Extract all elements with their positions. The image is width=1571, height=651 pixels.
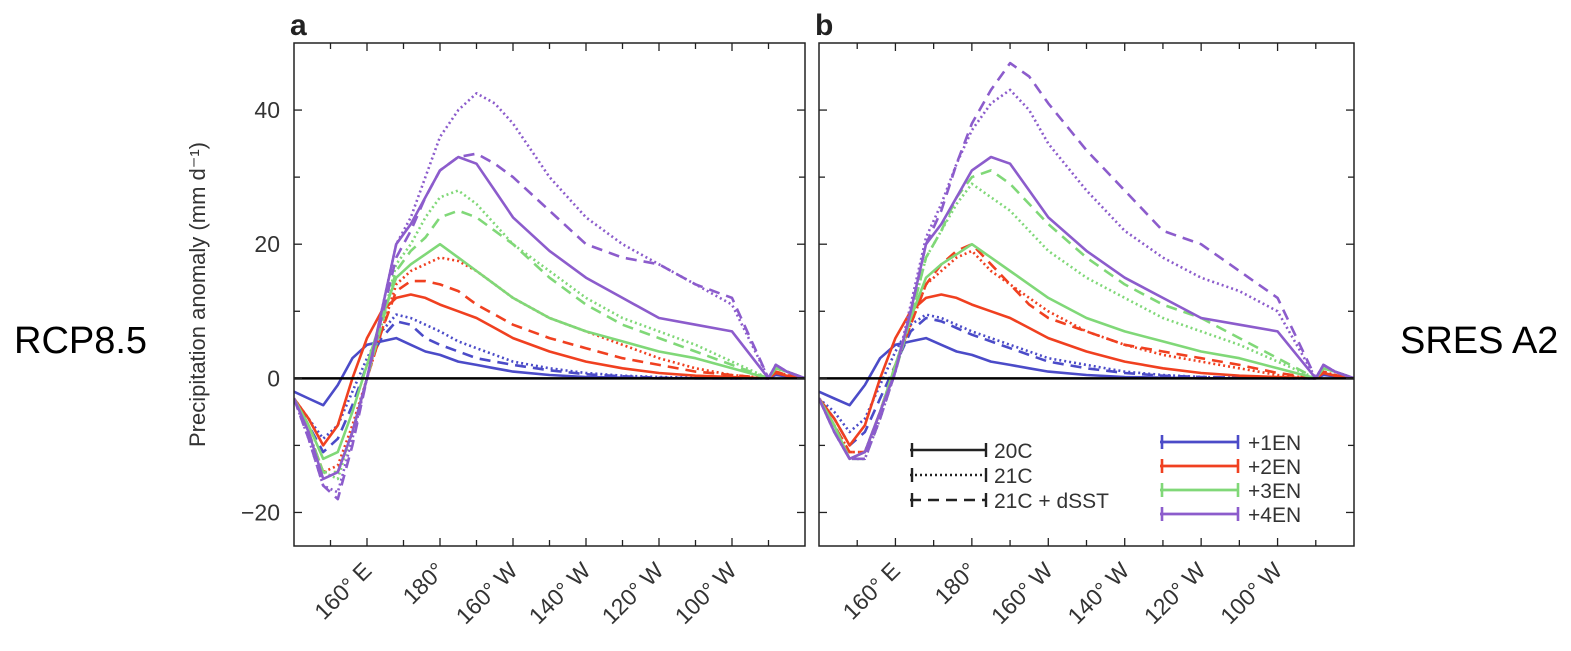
x-tick-label: 140° W [1062,557,1134,629]
series-line-1en-20c [294,336,805,407]
series-line-3en-20c [294,242,805,461]
x-tick-label: 160° E [838,557,905,624]
y-tick-label: 0 [267,365,280,391]
scenario-label-sres-a2: SRES A2 [1400,320,1559,362]
series-line-3en-21c-dsst [819,169,1354,461]
series-line-4en-21c [819,88,1354,461]
y-tick-label: −20 [241,499,280,525]
x-tick-label: 160° W [986,557,1058,629]
series-line-4en-21c [294,92,805,494]
x-tick-label: 120° W [597,557,669,629]
y-tick-label: 20 [254,231,280,257]
x-tick-label: 160° E [309,557,376,624]
y-tick-label: 40 [254,97,280,123]
series-line-3en-21c [819,182,1354,461]
series-line-1en-21c-dsst [294,320,805,454]
series-line-4en-21c-dsst [819,61,1354,461]
series-line-4en-20c [819,155,1354,461]
series-line-4en-21c-dsst [294,152,805,501]
series-group [294,92,805,501]
y-axis-label: Precipitation anomaly (mm d⁻¹) [185,142,210,447]
series-line-4en-20c [294,155,805,481]
x-tick-label: 180° [398,557,450,609]
x-tick-label: 140° W [524,557,596,629]
x-tick-label: 160° W [451,557,523,629]
legend-style-label: 21C [994,465,1033,488]
x-tick-label: 100° W [670,557,742,629]
legend-style-label: 20C [994,440,1033,463]
legend-color-label: +1EN [1248,432,1301,455]
series-line-2en-21c-dsst [819,242,1354,454]
series-group [819,61,1354,461]
x-tick-label: 100° W [1215,557,1287,629]
legend-color-label: +4EN [1248,504,1301,527]
scenario-label-rcp85: RCP8.5 [14,320,148,362]
series-line-3en-21c [294,189,805,481]
chart-panel-b: 160° E 180° 160° W 140° W 120° W 100° Wb20C21… [815,9,1355,629]
legend-colors: +1EN+2EN+3EN+4EN [1160,432,1301,527]
panel-label: b [815,9,833,42]
legend-color-label: +3EN [1248,480,1301,503]
panel-label: a [290,9,307,42]
chart-panel-a: −20 0 20 40 Precipitation anomaly (mm d⁻¹) 16… [185,9,806,629]
legend-color-label: +2EN [1248,456,1301,479]
legend-style-label: 21C + dSST [994,490,1109,513]
plot-frame [293,42,806,547]
x-tick-label: 180° [929,557,981,609]
x-tick-label: 120° W [1139,557,1211,629]
series-line-2en-21c [819,249,1354,454]
series-line-1en-21c-dsst [819,316,1354,447]
